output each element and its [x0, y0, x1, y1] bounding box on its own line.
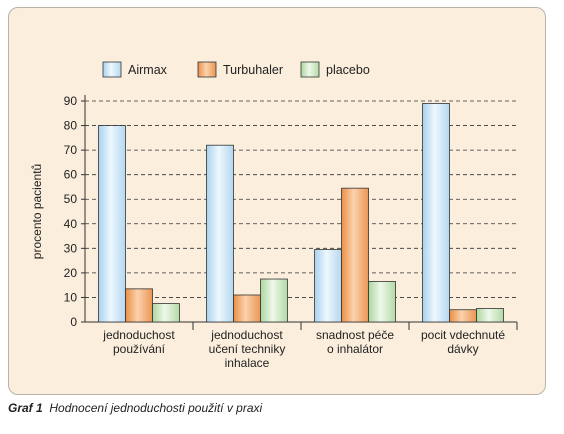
x-tick-label: pocit vdechnuté [421, 328, 505, 342]
y-axis-label: procento pacientů [30, 164, 44, 259]
airmax-bar [422, 103, 450, 323]
figure-caption: Graf 1 Hodnocení jednoduchosti použití v… [8, 401, 262, 415]
x-tick-label: snadnost péče [316, 328, 394, 342]
y-tick-label: 90 [64, 94, 78, 108]
placebo-bar [368, 281, 396, 323]
turbuhaler-bar [449, 309, 477, 323]
turbuhaler-bar [233, 294, 261, 323]
x-tick-label: učení techniky [209, 342, 286, 356]
y-tick-label: 60 [64, 168, 78, 182]
caption-label: Graf 1 [8, 401, 43, 415]
y-tick-label: 20 [64, 266, 78, 280]
legend-label-airmax: Airmax [128, 63, 168, 77]
x-tick-label: používání [113, 342, 166, 356]
legend-label-turbuhaler: Turbuhaler [223, 63, 283, 77]
x-tick-label: inhalace [225, 356, 270, 370]
legend-swatch-turbuhaler [197, 61, 217, 78]
y-tick-label: 70 [64, 143, 78, 157]
placebo-bar [152, 303, 180, 323]
x-tick-label: o inhalátor [327, 342, 383, 356]
airmax-bar [314, 249, 342, 323]
y-tick-label: 80 [64, 119, 78, 133]
legend-swatch-placebo [300, 61, 320, 78]
y-tick-label: 0 [70, 315, 77, 329]
turbuhaler-bar [341, 187, 369, 323]
x-tick-label: dávky [447, 342, 478, 356]
y-tick-label: 50 [64, 192, 78, 206]
y-tick-label: 40 [64, 217, 78, 231]
legend-swatch-airmax [102, 61, 122, 78]
placebo-bar [260, 278, 288, 323]
x-tick-label: jednoduchost [102, 328, 175, 342]
caption-text: Hodnocení jednoduchosti použití v praxi [49, 401, 263, 415]
legend-label-placebo: placebo [326, 63, 370, 77]
y-tick-label: 10 [64, 290, 78, 304]
chart-panel [8, 7, 546, 395]
airmax-bar [98, 125, 126, 323]
airmax-bar [206, 144, 234, 323]
turbuhaler-bar [125, 288, 153, 323]
x-tick-label: jednoduchost [210, 328, 283, 342]
y-tick-label: 30 [64, 241, 78, 255]
placebo-bar [476, 308, 504, 323]
